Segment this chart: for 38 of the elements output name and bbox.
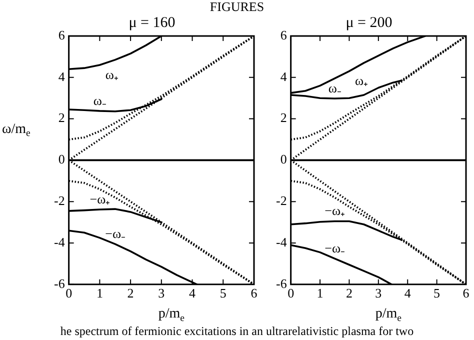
- x-tick-label: 1: [96, 286, 103, 301]
- y-tick-label: 0: [280, 152, 287, 167]
- y-tick-label: 0: [58, 152, 65, 167]
- y-tick-label: -4: [54, 234, 66, 250]
- chart-title: μ = 200: [346, 14, 392, 31]
- y-tick-label: 2: [280, 110, 287, 126]
- y-tick-label: 4: [280, 68, 288, 84]
- series-label: −ω₋: [105, 226, 126, 241]
- x-tick-label: 4: [404, 286, 412, 301]
- series-label: ω₋: [328, 80, 341, 96]
- series-label: −ω₊: [324, 203, 345, 218]
- y-tick-label: -2: [54, 193, 65, 208]
- text: he spectrum of fermionic excitations in an ultrarelativistic plasma for two: [59, 324, 415, 339]
- y-tick-label: 6: [280, 27, 288, 42]
- y-tick-label: -2: [276, 193, 287, 208]
- y-tick-label: 6: [58, 27, 66, 42]
- x-tick-label: 5: [434, 286, 440, 301]
- text: FIGURES: [208, 0, 266, 14]
- x-tick-label: 4: [189, 286, 196, 301]
- y-tick-label: 4: [58, 68, 66, 84]
- x-tick-label: 3: [158, 286, 165, 301]
- series-label: ω₊: [105, 66, 118, 82]
- x-tick-label: 2: [346, 286, 352, 301]
- y-tick-label: 2: [58, 110, 65, 126]
- chart-title: μ = 160: [128, 14, 176, 31]
- y-tick-label: -6: [54, 276, 66, 291]
- x-tick-label: 3: [375, 286, 382, 301]
- y-tick-label: -6: [276, 276, 288, 291]
- x-tick-label: 6: [462, 286, 470, 301]
- y-tick-label: -4: [276, 234, 288, 250]
- x-tick-label: 2: [127, 286, 134, 301]
- series-label: −ω₊: [90, 191, 110, 206]
- series-label: ω₊: [354, 73, 368, 88]
- x-tick-label: 6: [250, 286, 258, 301]
- series-label: −ω₋: [324, 240, 345, 256]
- series-label: ω₋: [93, 92, 106, 108]
- x-tick-label: 1: [316, 286, 324, 301]
- x-tick-label: 5: [220, 286, 226, 301]
